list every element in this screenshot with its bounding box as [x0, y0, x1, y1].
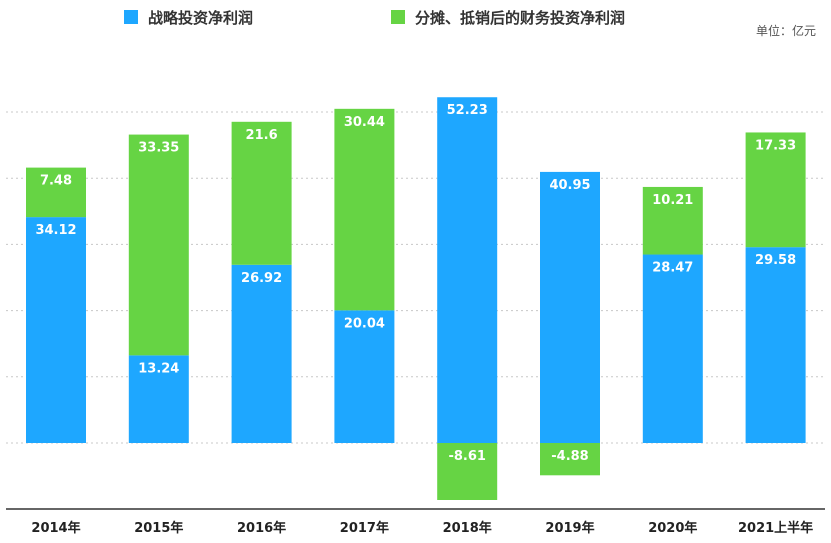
value-label-financial: 33.35: [138, 141, 179, 156]
unit-label: 单位：亿元: [756, 23, 816, 38]
bar-financial: [745, 132, 806, 248]
value-label-strategic: 40.95: [549, 178, 590, 193]
value-label-financial: -4.88: [551, 449, 588, 464]
bar-strategic: [745, 247, 806, 443]
bar-strategic: [128, 355, 189, 443]
value-label-strategic: 13.24: [138, 361, 179, 376]
value-labels-layer: 34.12 7.48 13.24 33.35 26.92 21.6 20.04 30.44 52…: [35, 103, 796, 464]
legend: 战略投资净利润 分摊、抵销后的财务投资净利润: [124, 9, 625, 27]
x-tick-labels: 2014年 2015年 2016年 2017年 2018年 2019年 2020年 2021上…: [31, 520, 813, 536]
value-label-strategic: 52.23: [447, 103, 488, 118]
bar-financial: [334, 108, 395, 311]
legend-swatch-strategic: [124, 10, 138, 24]
bar-financial: [540, 443, 600, 476]
bar-strategic: [231, 264, 292, 443]
value-label-financial: 17.33: [755, 138, 796, 153]
value-label-strategic: 26.92: [241, 271, 282, 286]
value-label-strategic: 28.47: [652, 261, 693, 276]
x-tick-label: 2016年: [237, 520, 286, 536]
bar-financial: [26, 167, 86, 218]
bars-layer: [26, 97, 806, 500]
bar-strategic: [334, 310, 395, 443]
legend-label-strategic: 战略投资净利润: [148, 9, 253, 27]
value-label-financial: 7.48: [40, 174, 72, 189]
x-tick-label: 2019年: [545, 520, 594, 536]
value-label-financial: 21.6: [246, 128, 278, 143]
value-label-strategic: 20.04: [344, 316, 385, 331]
value-label-strategic: 34.12: [35, 223, 76, 238]
x-tick-label: 2020年: [648, 520, 697, 536]
x-tick-label: 2017年: [340, 520, 389, 536]
bar-strategic: [437, 97, 498, 443]
legend-label-financial: 分摊、抵销后的财务投资净利润: [415, 9, 625, 27]
value-label-strategic: 29.58: [755, 253, 796, 268]
bar-strategic: [540, 171, 600, 443]
x-tick-label: 2021上半年: [738, 520, 813, 536]
bar-financial: [128, 134, 189, 356]
value-label-financial: 10.21: [652, 193, 693, 208]
bar-financial: [231, 121, 292, 265]
bar-financial: [642, 186, 703, 255]
bar-financial: [437, 443, 498, 500]
value-label-financial: 30.44: [344, 115, 385, 130]
bar-strategic: [26, 217, 86, 443]
value-label-financial: -8.61: [448, 449, 485, 464]
x-tick-label: 2014年: [31, 520, 80, 536]
bar-strategic: [642, 254, 703, 443]
legend-swatch-financial: [391, 10, 405, 24]
x-tick-label: 2015年: [134, 520, 183, 536]
x-tick-label: 2018年: [443, 520, 492, 536]
